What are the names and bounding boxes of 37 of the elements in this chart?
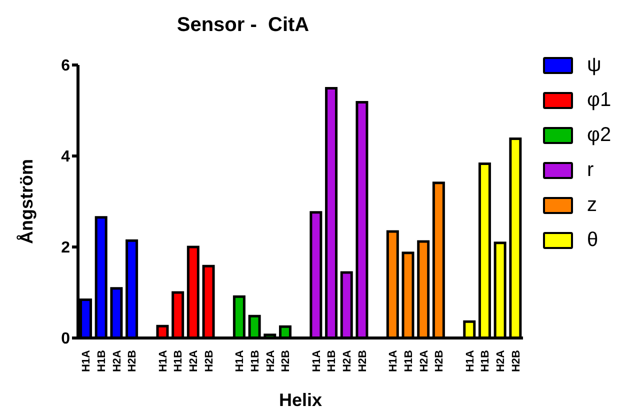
- legend-label: r: [587, 159, 594, 182]
- x-tick-label: H1A: [388, 350, 400, 372]
- x-tick-label: H2B: [280, 350, 292, 372]
- x-tick-label: H1B: [326, 350, 338, 372]
- x-axis-title: Helix: [278, 390, 322, 410]
- y-tick-label: 2: [61, 240, 70, 257]
- x-tick-label: H1B: [172, 350, 185, 372]
- legend-label: θ: [587, 229, 598, 252]
- x-tick-label: H2B: [510, 350, 522, 372]
- x-tick-label: H2A: [418, 350, 430, 372]
- x-tick-label: H1B: [480, 350, 492, 372]
- chart-title: Sensor - CitA: [176, 14, 310, 37]
- x-tick-label: H2A: [264, 350, 277, 372]
- x-tick-label: H1B: [96, 350, 108, 372]
- x-tick-label: H2A: [494, 350, 507, 372]
- y-tick-label: 6: [61, 58, 70, 75]
- y-tick-label: 0: [61, 330, 70, 348]
- x-tick-label: H2A: [342, 350, 354, 372]
- x-tick-label: H1A: [80, 350, 93, 372]
- x-tick-label: H1B: [402, 350, 415, 372]
- x-tick-label: H1A: [234, 350, 246, 372]
- legend-label: ψ: [587, 54, 602, 77]
- legend-label: z: [587, 194, 597, 217]
- legend-label: φ2: [587, 124, 612, 147]
- x-tick-label: H1B: [249, 350, 262, 372]
- x-tick-label: H1A: [157, 350, 170, 372]
- x-tick-label: H2A: [188, 350, 200, 372]
- legend-label: φ1: [587, 89, 612, 112]
- x-tick-label: H2B: [356, 350, 369, 372]
- x-tick-label: H1A: [310, 350, 323, 372]
- x-tick-label: H2B: [203, 350, 216, 372]
- x-tick-label: H2A: [111, 350, 124, 372]
- x-tick-label: H2B: [126, 350, 139, 372]
- x-tick-label: H1A: [464, 350, 476, 372]
- y-tick-label: 4: [61, 148, 70, 166]
- x-tick-label: H2B: [434, 350, 446, 372]
- y-axis-title: Ångström: [16, 159, 36, 244]
